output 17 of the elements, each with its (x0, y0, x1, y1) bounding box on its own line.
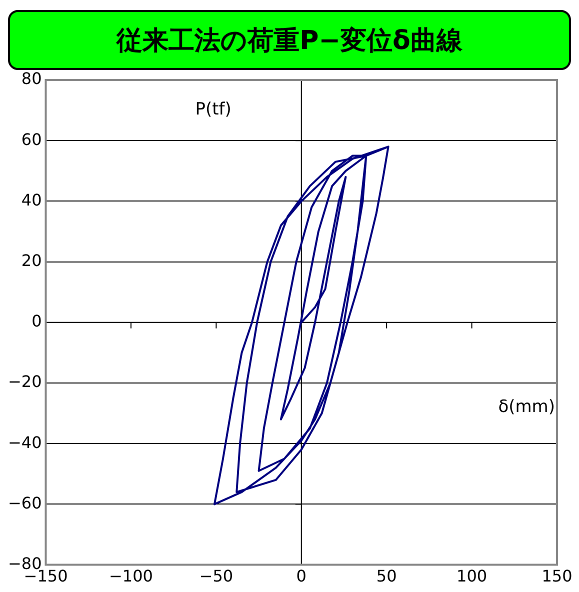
y-axis-title: P(tf) (195, 99, 232, 120)
y-tick-label: −20 (8, 372, 42, 392)
y-tick-label: −60 (8, 493, 42, 512)
chart-title: 従来工法の荷重P−変位δ曲線 (8, 10, 571, 70)
x-tick-label: −100 (108, 566, 153, 586)
y-tick-label: 60 (21, 130, 42, 149)
x-tick-label: 150 (542, 566, 572, 586)
x-tick-label: 100 (456, 566, 488, 586)
x-tick-label: 50 (376, 566, 397, 586)
x-tick-label: 0 (296, 566, 306, 586)
y-tick-label: −40 (8, 432, 42, 452)
y-tick-label: 0 (32, 312, 42, 331)
x-tick-label: −50 (199, 566, 234, 586)
y-tick-label: 80 (21, 69, 42, 88)
y-tick-label: 20 (21, 250, 42, 270)
x-axis-title: δ(mm) (498, 396, 555, 417)
y-tick-label: 40 (21, 190, 42, 210)
